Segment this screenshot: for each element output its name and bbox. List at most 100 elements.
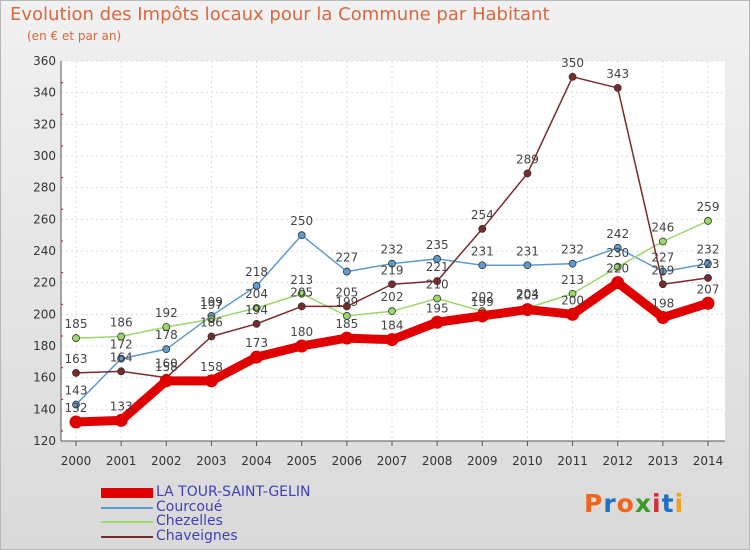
- y-tick-label: 160: [33, 371, 56, 385]
- data-label: 163: [65, 352, 88, 366]
- data-label: 259: [697, 200, 720, 214]
- data-label: 202: [381, 290, 404, 304]
- data-point: [523, 169, 532, 178]
- data-label: 173: [245, 336, 268, 350]
- data-point: [433, 277, 442, 285]
- data-label: 160: [155, 357, 178, 371]
- data-label: 213: [561, 273, 584, 287]
- x-tick-label: 2001: [106, 454, 137, 468]
- data-point: [430, 315, 444, 329]
- legend-swatch: [101, 521, 153, 523]
- data-point: [295, 339, 309, 353]
- data-point: [478, 261, 487, 270]
- data-point: [475, 309, 489, 323]
- data-point: [252, 281, 261, 290]
- data-point: [433, 255, 442, 263]
- x-tick-label: 2013: [648, 454, 679, 468]
- x-tick-label: 2011: [557, 454, 588, 468]
- data-point: [613, 243, 622, 252]
- data-point: [159, 374, 173, 388]
- data-label: 250: [290, 214, 313, 228]
- data-label: 186: [110, 316, 133, 330]
- chart-title: Evolution des Impôts locaux pour la Comm…: [10, 4, 550, 25]
- data-point: [162, 323, 171, 331]
- data-label: 202: [471, 290, 494, 304]
- data-point: [523, 261, 532, 270]
- data-point: [388, 307, 396, 316]
- x-tick-label: 2000: [61, 454, 92, 468]
- data-point: [656, 311, 670, 324]
- data-label: 227: [335, 251, 358, 265]
- data-point: [69, 415, 83, 429]
- data-label: 231: [516, 244, 539, 258]
- data-label: 205: [335, 285, 358, 299]
- data-point: [433, 294, 442, 303]
- data-label: 158: [155, 360, 178, 374]
- y-tick-label: 340: [33, 86, 56, 100]
- data-label: 184: [381, 319, 404, 333]
- x-tick-label: 2004: [241, 454, 272, 468]
- y-tick-label: 240: [33, 244, 56, 258]
- data-label: 199: [471, 295, 494, 309]
- data-point: [340, 331, 354, 345]
- data-point: [117, 354, 126, 363]
- data-point: [207, 332, 216, 341]
- data-label: 254: [471, 208, 494, 222]
- data-point: [520, 303, 534, 317]
- y-tick-label: 120: [33, 434, 56, 448]
- data-point: [566, 307, 580, 321]
- data-point: [204, 374, 218, 388]
- data-point: [568, 72, 577, 81]
- x-tick-label: 2014: [693, 454, 724, 468]
- data-point: [72, 334, 80, 342]
- data-label: 132: [65, 401, 88, 415]
- data-point: [297, 289, 306, 298]
- data-point: [385, 333, 399, 347]
- logo-letter: x: [634, 489, 652, 518]
- logo-letter: r: [603, 489, 617, 518]
- y-tick-label: 220: [33, 276, 56, 290]
- data-label: 350: [561, 56, 584, 70]
- data-point: [297, 231, 306, 240]
- data-label: 219: [651, 263, 674, 277]
- data-point: [388, 259, 396, 268]
- logo-letter: t: [661, 489, 675, 518]
- data-label: 180: [290, 325, 313, 339]
- x-tick-label: 2003: [196, 454, 227, 468]
- data-label: 205: [290, 285, 313, 299]
- legend-swatch: [101, 488, 153, 498]
- data-point: [701, 296, 715, 310]
- data-label: 172: [110, 338, 133, 352]
- proxiti-logo: Proxiti: [584, 489, 684, 518]
- y-tick-label: 200: [33, 307, 56, 321]
- data-point: [117, 332, 126, 341]
- data-label: 235: [426, 238, 449, 252]
- data-point: [342, 302, 351, 311]
- data-point: [72, 400, 80, 409]
- data-label: 246: [651, 221, 674, 235]
- y-tick-label: 260: [33, 212, 56, 226]
- data-point: [704, 274, 712, 282]
- data-point: [611, 276, 625, 290]
- data-label: 223: [697, 257, 720, 271]
- data-label: 242: [606, 227, 629, 241]
- data-label: 194: [245, 303, 268, 317]
- legend-swatch: [101, 535, 153, 538]
- data-label: 218: [245, 265, 268, 279]
- logo-letter: o: [616, 489, 635, 518]
- data-label: 289: [516, 152, 539, 166]
- data-point: [704, 259, 712, 268]
- y-tick-label: 280: [33, 181, 56, 195]
- data-point: [297, 302, 306, 311]
- data-label: 195: [426, 301, 449, 315]
- logo-letter: i: [674, 489, 685, 518]
- x-tick-label: 2007: [377, 454, 408, 468]
- data-point: [207, 315, 216, 323]
- data-point: [117, 367, 126, 376]
- x-tick-label: 2006: [332, 454, 363, 468]
- data-label: 186: [200, 316, 223, 330]
- x-tick-label: 2008: [422, 454, 453, 468]
- data-label: 158: [200, 360, 223, 374]
